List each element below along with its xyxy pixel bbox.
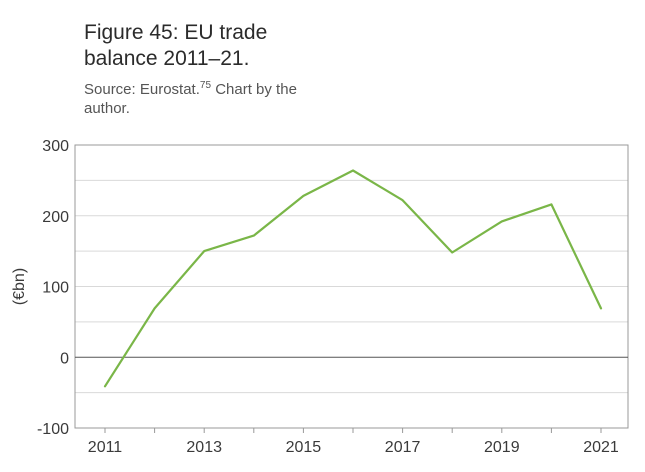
x-tick-label: 2011 [88, 439, 123, 456]
series-line [103, 169, 603, 388]
y-tick-label: 300 [42, 138, 69, 155]
x-tick-label: 2019 [484, 439, 520, 456]
y-axis-ticks: -100 0 100 200 300 [37, 138, 69, 438]
y-axis-label: (€bn) [11, 268, 28, 305]
x-tick-label: 2017 [385, 439, 421, 456]
x-tick-label: 2013 [186, 439, 222, 456]
source-credit: Chart by the author. [84, 81, 297, 117]
x-tick-label: 2021 [583, 439, 619, 456]
y-tick-label: 0 [60, 350, 69, 367]
source-footnote: 75 [199, 80, 212, 91]
gridlines [75, 179, 628, 394]
chart-subtitle: Source: Eurostat.75 Chart by the author. [84, 80, 334, 118]
y-tick-label: 100 [42, 280, 69, 297]
chart-title: Figure 45: EU trade balance 2011–21. [84, 21, 268, 70]
y-tick-label: -100 [37, 421, 69, 438]
plot-frame [74, 144, 629, 429]
y-tick-label: 200 [42, 209, 69, 226]
x-tick-label: 2015 [286, 439, 322, 456]
source-text: Source: Eurostat. [84, 81, 200, 98]
series-group [103, 169, 603, 388]
x-axis-ticks: 2011 2013 2015 2017 2019 2021 [88, 428, 619, 456]
